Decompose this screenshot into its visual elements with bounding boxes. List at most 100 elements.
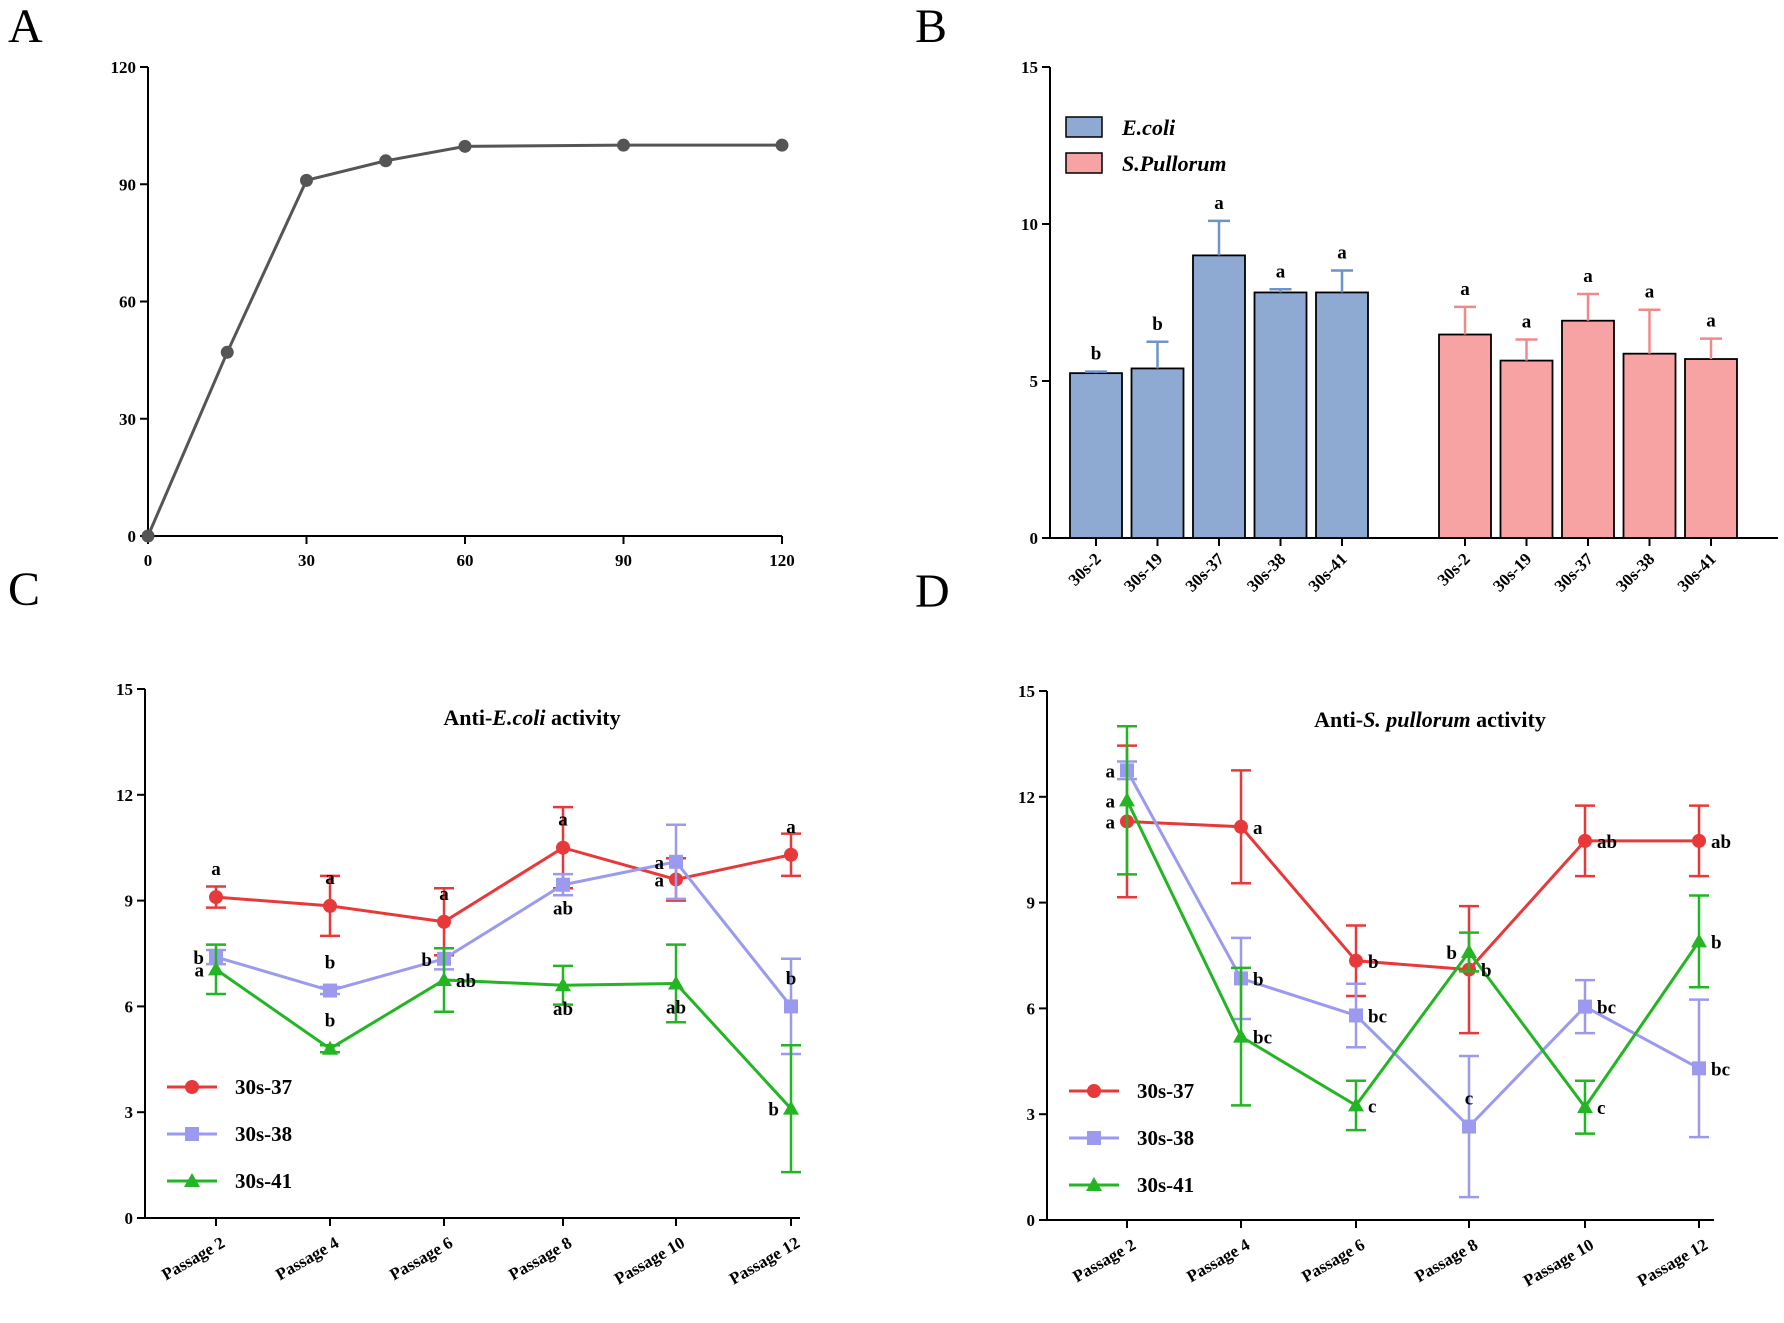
significance-label: ab [553, 999, 573, 1020]
significance-label: a [655, 870, 665, 891]
y-tick-label: 3 [125, 1103, 134, 1122]
x-tick-label: Passage 10 [1520, 1235, 1597, 1290]
legend-swatch [1065, 116, 1103, 138]
data-point [1577, 1099, 1593, 1114]
panel-d-chart: 0 3 6 9 12 15 Passage 2 Passage 4 Passage 6 Passa… [1018, 682, 1731, 1290]
significance-label: b [768, 1100, 779, 1121]
series-line [1125, 769, 1700, 1129]
x-tick-label: Passage 10 [611, 1233, 688, 1288]
legend-label: 30s-37 [235, 1075, 292, 1099]
panel-letter-b: B [915, 0, 947, 53]
y-tick-label: 0 [1030, 529, 1039, 548]
data-point [141, 529, 155, 543]
significance-label: ab [553, 899, 573, 920]
x-tick-label: 30s-38 [1243, 549, 1289, 595]
x-tick-label: 90 [615, 551, 632, 570]
bar [1253, 291, 1308, 539]
legend-marker [184, 1173, 200, 1187]
panel-letter-c: C [8, 563, 40, 616]
significance-label: a [1583, 266, 1593, 287]
x-tick-label: 30s-2 [1434, 549, 1474, 589]
plot-title-prefix: Anti- [1314, 707, 1363, 732]
significance-label: a [195, 960, 205, 981]
series-line [1126, 819, 1699, 972]
x-tick-label: Passage 6 [386, 1233, 456, 1284]
data-point [555, 977, 571, 992]
significance-label: a [558, 810, 568, 831]
significance-label: ab [666, 997, 686, 1018]
significance-label: b [786, 968, 797, 989]
x-tick-label: 30s-37 [1182, 549, 1229, 596]
bar [1315, 291, 1369, 539]
x-tick-label: 30s-38 [1612, 549, 1658, 595]
panel-letter-a: A [8, 0, 43, 53]
legend-label: 30s-38 [1137, 1126, 1194, 1150]
significance-label: a [1214, 193, 1224, 214]
data-point [1349, 953, 1363, 968]
data-point [669, 854, 683, 869]
data-point [668, 975, 684, 990]
plot-title-italic: E.coli [491, 705, 546, 730]
x-tick-label: Passage 12 [726, 1233, 803, 1288]
significance-label: a [1106, 812, 1116, 833]
legend-label: 30s-37 [1137, 1079, 1194, 1103]
panel-b-chart: 0 5 10 15 b 30s-2 b 30s-19 a 30s-37 a 30s-38 a 30s-41… [1021, 58, 1778, 596]
data-point [1578, 833, 1592, 848]
x-tick-label: Passage 4 [272, 1233, 342, 1284]
data-point [1234, 819, 1248, 834]
plot-title: Anti-E.coli activity [443, 705, 620, 730]
significance-label: c [1597, 1098, 1605, 1119]
bar [1192, 254, 1246, 539]
legend-marker [185, 1127, 199, 1141]
data-point [436, 971, 452, 986]
plot-title-suffix: activity [545, 705, 620, 730]
significance-label: ab [456, 971, 476, 992]
x-tick-label: 120 [769, 551, 795, 570]
significance-label: a [211, 859, 221, 880]
significance-label: a [1645, 282, 1655, 303]
x-tick-label: Passage 4 [1183, 1235, 1253, 1286]
y-tick-label: 12 [1018, 788, 1035, 807]
significance-label: b [1481, 961, 1492, 982]
plot-title-italic: S. pullorum [1363, 707, 1471, 732]
y-tick-label: 90 [119, 175, 136, 194]
data-point [458, 139, 472, 153]
significance-label: a [1522, 312, 1532, 333]
x-tick-label: 0 [144, 551, 153, 570]
significance-label: ab [1597, 832, 1617, 853]
data-point [322, 1040, 338, 1055]
significance-label: b [1368, 952, 1379, 973]
data-point [1119, 792, 1135, 807]
x-tick-label: Passage 8 [1411, 1235, 1481, 1286]
significance-label: b [421, 950, 432, 971]
y-tick-label: 6 [1027, 999, 1036, 1018]
x-tick-label: 30s-37 [1551, 549, 1598, 596]
legend-marker [1087, 1131, 1101, 1145]
series-line [215, 968, 793, 1110]
data-point [1692, 833, 1706, 848]
y-tick-label: 12 [116, 786, 133, 805]
significance-label: b [325, 953, 336, 974]
data-point [1692, 1061, 1706, 1076]
y-tick-label: 120 [111, 58, 137, 77]
significance-label: bc [1368, 1006, 1387, 1027]
data-point [1348, 1097, 1364, 1112]
plot-title-prefix: Anti- [443, 705, 492, 730]
x-tick-label: 30 [298, 551, 315, 570]
panel-letter-d: D [915, 565, 950, 618]
data-point [556, 877, 570, 892]
data-point [323, 898, 337, 913]
data-point [323, 983, 337, 998]
bar [1561, 319, 1615, 539]
data-point [784, 847, 798, 862]
significance-label: a [1460, 279, 1470, 300]
data-point [437, 914, 451, 929]
legend-marker [185, 1080, 199, 1094]
significance-label: a [1106, 791, 1116, 812]
legend-label: S.Pullorum [1122, 151, 1227, 176]
legend-marker [1086, 1177, 1102, 1191]
legend-swatch [1065, 152, 1103, 174]
significance-label: c [1465, 1089, 1473, 1110]
significance-label: bc [1253, 1028, 1272, 1049]
